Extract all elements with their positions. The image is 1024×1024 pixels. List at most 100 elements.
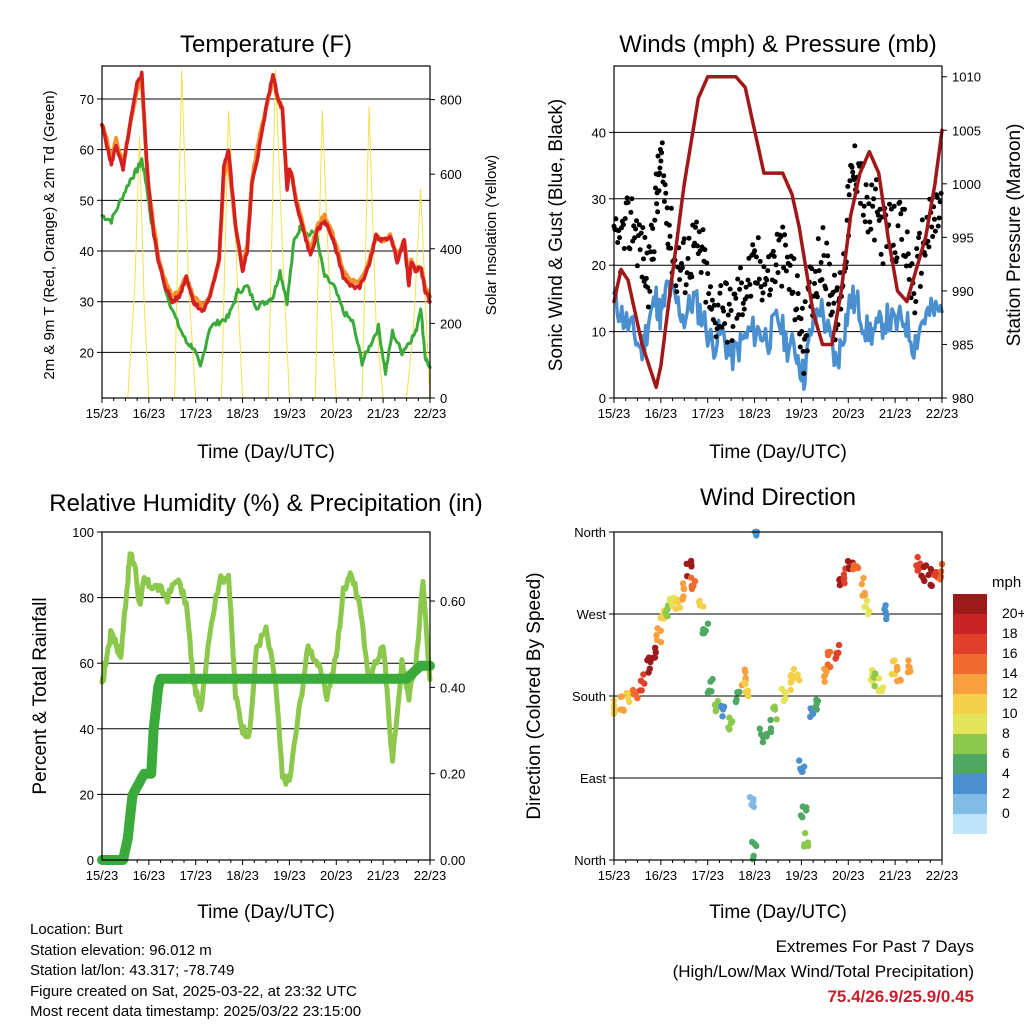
- gust-point: [792, 317, 798, 323]
- gust-point: [740, 300, 746, 306]
- direction-point: [726, 726, 733, 733]
- gust-point: [728, 308, 734, 313]
- x-tick-label: 17/23: [179, 406, 212, 421]
- gust-point: [650, 226, 656, 231]
- x-tick-label: 15/23: [86, 868, 119, 883]
- direction-point: [807, 705, 814, 712]
- y2-tick-label: 600: [440, 167, 462, 182]
- x-tick-label: 17/23: [179, 868, 212, 883]
- x-tick-label: 18/23: [226, 868, 259, 883]
- location-text: Location: Burt: [30, 921, 123, 938]
- winds-xlabel: Time (Day/UTC): [709, 442, 847, 463]
- y-tick-label: 40: [80, 244, 94, 259]
- gust-point: [929, 224, 935, 230]
- gust-point: [625, 200, 631, 205]
- direction-point: [719, 713, 726, 720]
- y-tick-label: 70: [80, 92, 94, 107]
- timestamp-text: Most recent data timestamp: 2025/03/22 2…: [30, 1003, 362, 1020]
- gust-point: [802, 299, 808, 305]
- direction-point: [832, 655, 839, 662]
- direction-point: [883, 612, 890, 619]
- y-tick-label: 60: [80, 143, 94, 158]
- gust-point: [639, 274, 645, 280]
- gust-point: [655, 209, 661, 215]
- gust-point: [926, 244, 932, 250]
- gust-point: [758, 284, 764, 290]
- x-tick-label: 17/23: [691, 868, 724, 883]
- sonic-wind-line: [612, 277, 944, 391]
- gust-point: [903, 263, 909, 269]
- extremes-values: 75.4/26.9/25.9/0.45: [827, 987, 974, 1006]
- speed-colorbar: 20+ 18 16 14 12 10 8 6 4 2 0: [953, 594, 1024, 834]
- colorbar-swatch: [953, 654, 987, 674]
- gust-point: [801, 371, 807, 376]
- direction-point: [787, 679, 794, 686]
- direction-point: [790, 665, 798, 673]
- gust-point: [752, 248, 758, 254]
- direction-point: [824, 661, 831, 668]
- direction-point: [798, 768, 805, 775]
- x-tick-label: 21/23: [879, 406, 912, 421]
- x-tick-label: 22/23: [926, 406, 959, 421]
- wind-direction-title: Wind Direction: [700, 484, 856, 511]
- gust-point: [647, 288, 653, 294]
- y-tick-label: 40: [592, 125, 606, 140]
- direction-point: [657, 627, 664, 635]
- latlon-text: Station lat/lon: 43.317; -78.749: [30, 962, 235, 979]
- gust-point: [787, 262, 793, 268]
- gust-point: [651, 249, 657, 255]
- direction-point: [767, 716, 774, 724]
- direction-point: [799, 803, 806, 810]
- gust-point: [636, 222, 642, 228]
- gust-point: [869, 182, 875, 188]
- gust-point: [824, 240, 830, 246]
- colorbar-swatch: [953, 754, 987, 774]
- direction-point: [913, 562, 920, 569]
- direction-point: [676, 604, 684, 611]
- direction-point: [742, 680, 749, 688]
- direction-point: [875, 675, 883, 682]
- direction-point: [620, 706, 627, 713]
- y-tick-label: 100: [72, 525, 94, 540]
- x-tick-label: 18/23: [738, 406, 771, 421]
- gust-point: [904, 229, 910, 235]
- direction-point: [666, 597, 673, 604]
- gust-point: [745, 277, 751, 283]
- gust-point: [729, 338, 735, 344]
- gust-point: [756, 276, 762, 282]
- direction-point: [835, 641, 843, 649]
- gust-point: [680, 240, 686, 246]
- y2-tick-label: 1010: [952, 70, 981, 85]
- y-tick-label: 40: [80, 722, 94, 737]
- gust-point: [797, 344, 803, 350]
- y-tick-label: 80: [80, 591, 94, 606]
- dewpoint-line: [100, 157, 432, 376]
- gust-point: [615, 240, 621, 245]
- colorbar-swatch: [953, 774, 987, 794]
- extremes-subheading: (High/Low/Max Wind/Total Precipitation): [672, 962, 974, 981]
- humidity-title: Relative Humidity (%) & Precipitation (i…: [49, 490, 482, 517]
- gust-point: [650, 256, 656, 262]
- direction-point: [826, 648, 834, 656]
- temp-2m-line: [100, 70, 432, 314]
- temperature-y2label: Solar Insolation (Yellow): [483, 155, 500, 315]
- wind-direction-ylabel: Direction (Colored By Speed): [524, 572, 545, 819]
- gust-point: [686, 235, 692, 241]
- gust-point: [852, 143, 858, 149]
- direction-point: [640, 671, 647, 678]
- gust-point: [905, 251, 911, 257]
- x-tick-label: 16/23: [645, 868, 678, 883]
- direction-point: [905, 657, 912, 664]
- y-tick-label: 20: [592, 258, 606, 273]
- temperature-panel: Temperature (F) Time (Day/UTC) 2m & 9m T…: [41, 31, 500, 463]
- gust-point: [694, 243, 700, 249]
- gust-point: [892, 250, 898, 256]
- direction-point: [821, 665, 828, 673]
- gust-point: [717, 290, 723, 296]
- direction-point: [893, 677, 901, 685]
- y-tick-label: 30: [80, 295, 94, 310]
- gust-point: [727, 286, 733, 292]
- gust-point: [739, 280, 744, 286]
- direction-point: [732, 698, 740, 706]
- direction-point: [858, 580, 865, 588]
